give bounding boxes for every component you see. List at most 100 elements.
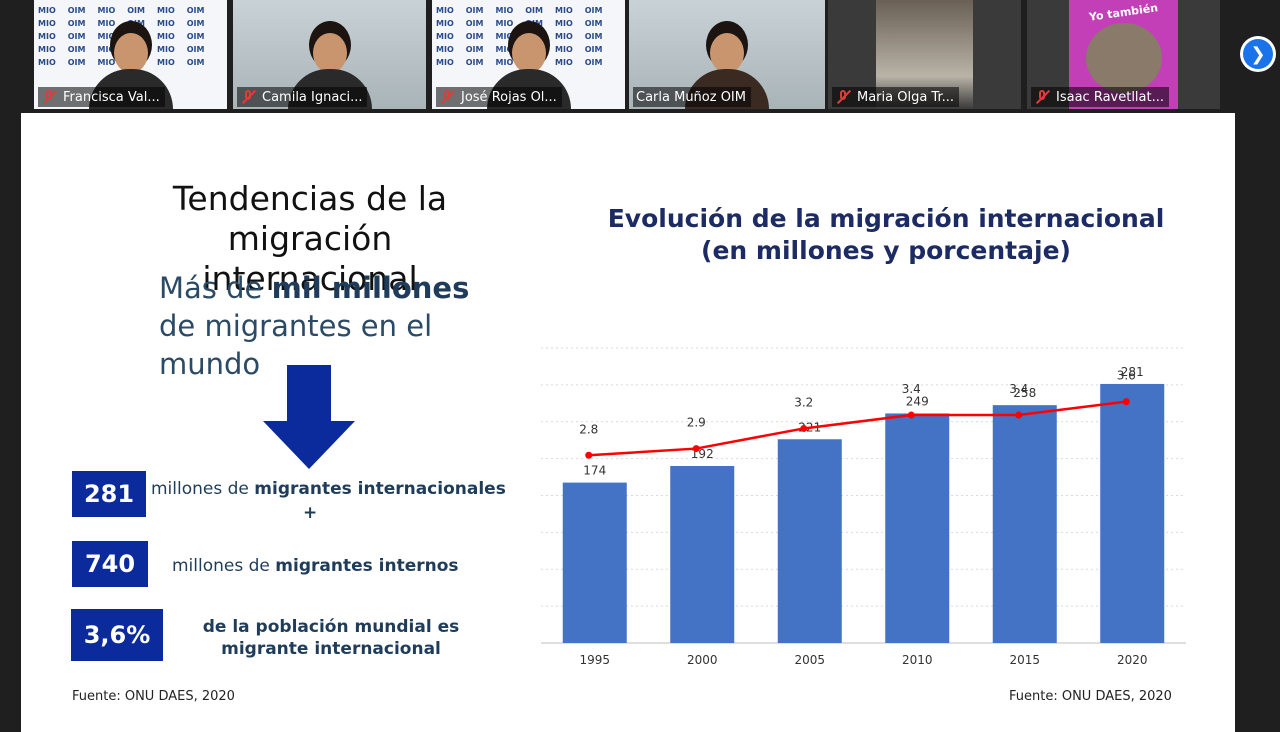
logo-wall-text: MIO <box>555 58 573 67</box>
stat-text-international-prefix: millones de <box>151 479 255 499</box>
logo-wall-text: MIO <box>38 19 56 28</box>
logo-wall-text: OIM <box>465 58 484 67</box>
participant-tile[interactable]: MIO OIM MIO OIM MIO OIM MIO OIM MIO OIM MIO OIM MIO O… <box>34 0 227 109</box>
logo-wall-text: MIO <box>495 6 514 15</box>
participant-tile[interactable]: Yo también Isaac Ravetllat... <box>1027 0 1220 109</box>
participant-name-tag: Maria Olga Tr... <box>832 87 960 107</box>
participant-name: Maria Olga Tr... <box>857 89 955 105</box>
participant-name: Isaac Ravetllat... <box>1056 89 1165 105</box>
logo-wall-text: MIO <box>38 32 56 41</box>
line-data-label: 3.4 <box>1009 382 1028 396</box>
slide-title: Tendencias de la migración internacional <box>172 179 448 298</box>
line-point <box>1015 411 1023 419</box>
logo-wall-text: OIM <box>186 58 205 67</box>
logo-wall-text: OIM <box>584 6 603 15</box>
logo-wall-text: OIM <box>67 32 86 41</box>
bar <box>992 405 1057 643</box>
migration-chart: 1741995192200022120052492010258201528120… <box>541 347 1186 667</box>
subtitle-prefix: Más de <box>159 271 272 305</box>
line-point <box>1122 398 1130 406</box>
logo-wall-text: OIM <box>465 45 484 54</box>
logo-wall-text: MIO <box>555 6 573 15</box>
participant-tile[interactable]: Maria Olga Tr... <box>828 0 1021 109</box>
logo-wall-text: MIO <box>38 45 56 54</box>
logo-wall-text: MIO <box>436 45 454 54</box>
participant-tile[interactable]: Carla Muñoz OIM <box>629 0 825 109</box>
logo-wall-text: MIO <box>38 58 56 67</box>
logo-wall-text: MIO <box>97 19 116 28</box>
x-tick-label: 2000 <box>687 653 718 667</box>
logo-wall-text: OIM <box>465 19 484 28</box>
next-page-button[interactable]: ❯ <box>1240 36 1276 72</box>
logo-wall-text: MIO <box>157 19 175 28</box>
participant-name: Camila Ignaci... <box>262 89 363 105</box>
participant-strip: MIO OIM MIO OIM MIO OIM MIO OIM MIO OIM MIO OIM MIO O… <box>0 0 1280 111</box>
logo-wall-text: MIO <box>38 6 56 15</box>
subtitle-bold: mil millones <box>271 271 470 305</box>
participant-tile[interactable]: Camila Ignaci... <box>233 0 426 109</box>
mic-muted-icon <box>240 89 256 105</box>
logo-wall-text: MIO <box>97 6 116 15</box>
logo-wall-text: MIO <box>436 32 454 41</box>
logo-wall-text: MIO <box>495 32 514 41</box>
down-arrow-icon <box>263 365 355 469</box>
bar <box>562 482 627 643</box>
bar-data-label: 258 <box>1013 386 1036 400</box>
logo-wall-text: OIM <box>67 45 86 54</box>
line-point <box>800 424 808 432</box>
stat-text-percent-bold: de la población mundial es migrante inte… <box>202 617 460 659</box>
chart-title-line2: (en millones y porcentaje) <box>701 236 1071 265</box>
participant-name-tag: Francisca Val... <box>38 87 165 107</box>
logo-wall-text: OIM <box>67 6 86 15</box>
logo-wall-text: MIO <box>495 58 514 67</box>
plus-sign: + <box>303 503 318 523</box>
logo-wall-text: MIO <box>97 45 116 54</box>
bar <box>777 439 842 643</box>
x-tick-label: 1995 <box>579 653 610 667</box>
bar <box>1100 383 1165 643</box>
stat-value-percent: 3,6% <box>71 609 163 661</box>
chevron-right-icon: ❯ <box>1243 39 1273 69</box>
logo-wall-text: OIM <box>67 58 86 67</box>
logo-wall-text: OIM <box>186 45 205 54</box>
participant-tile[interactable]: MIO OIM MIO OIM MIO OIM MIO OIM MIO OIM MIO OIM MIO O… <box>432 0 625 109</box>
bar-data-label: 174 <box>583 464 606 478</box>
participant-name-tag: Carla Muñoz OIM <box>633 87 751 107</box>
logo-wall-text: MIO <box>157 45 175 54</box>
x-tick-label: 2020 <box>1117 653 1148 667</box>
stat-text-international-bold: migrantes internacionales <box>254 479 506 499</box>
mic-muted-icon <box>1034 89 1050 105</box>
mic-muted-icon <box>41 89 57 105</box>
logo-wall-text: MIO <box>436 19 454 28</box>
percent-line <box>588 400 1127 457</box>
logo-wall-text: MIO <box>555 45 573 54</box>
logo-wall-text: MIO <box>157 6 175 15</box>
logo-wall-text: OIM <box>584 58 603 67</box>
logo-wall-text: OIM <box>127 6 145 15</box>
participant-name-tag: Isaac Ravetllat... <box>1031 87 1170 107</box>
logo-wall-text: OIM <box>525 19 543 28</box>
bar-data-label: 281 <box>1121 365 1144 379</box>
logo-wall-text: OIM <box>584 32 603 41</box>
line-data-label: 2.8 <box>579 422 598 436</box>
chart-title: Evolución de la migración internacional (… <box>561 203 1211 267</box>
logo-wall-text: MIO <box>97 58 116 67</box>
source-right: Fuente: ONU DAES, 2020 <box>1009 689 1172 704</box>
logo-wall-text: OIM <box>525 6 543 15</box>
logo-wall-text: MIO <box>495 45 514 54</box>
stat-text-international: millones de migrantes internacionales <box>151 479 511 499</box>
logo-wall-text: OIM <box>186 19 205 28</box>
logo-wall-text: OIM <box>584 19 603 28</box>
logo-wall-text: OIM <box>186 32 205 41</box>
line-data-label: 3.6 <box>1117 369 1136 383</box>
logo-wall-text: MIO <box>436 6 454 15</box>
stat-text-internal: millones de migrantes internos <box>172 556 492 576</box>
source-left: Fuente: ONU DAES, 2020 <box>72 689 235 704</box>
logo-wall-text: OIM <box>186 6 205 15</box>
chart-title-line1: Evolución de la migración internacional <box>607 204 1165 233</box>
bar <box>885 413 950 643</box>
x-tick-label: 2015 <box>1009 653 1040 667</box>
logo-wall-text: OIM <box>127 19 145 28</box>
logo-wall-text: MIO <box>555 19 573 28</box>
subtitle-suffix: de migrantes en el mundo <box>159 309 433 381</box>
